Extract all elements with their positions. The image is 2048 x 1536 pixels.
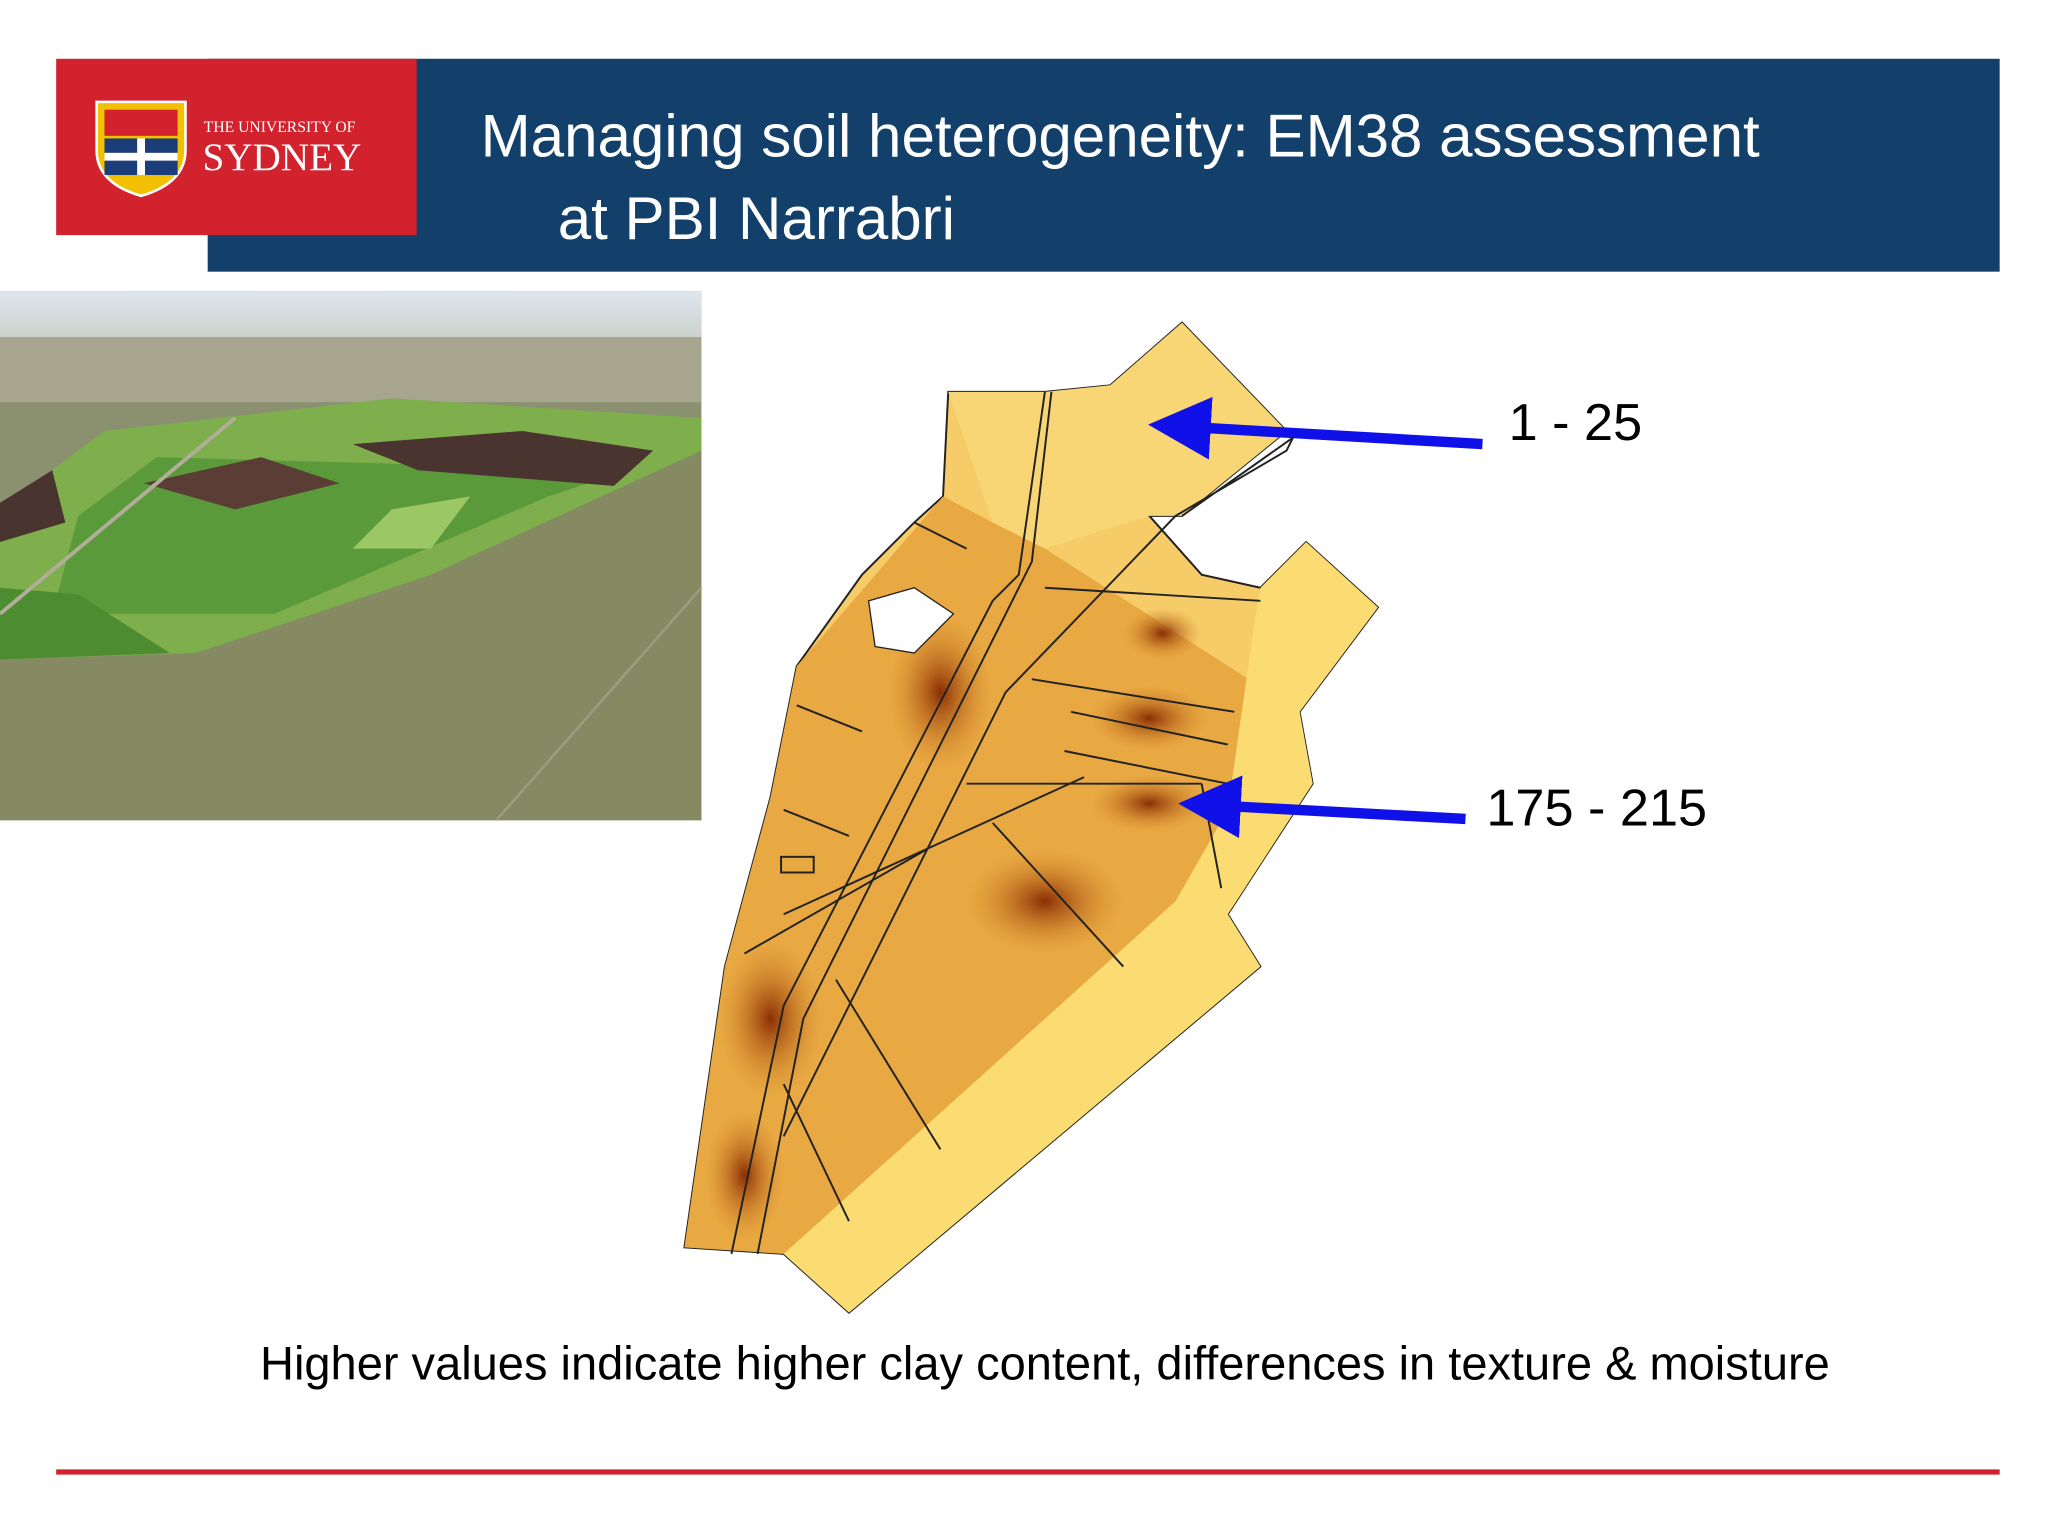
em38-map bbox=[683, 321, 1380, 1314]
logo-line1: THE UNIVERSITY OF bbox=[204, 119, 356, 136]
logo-crest bbox=[95, 100, 187, 198]
title-bar bbox=[207, 58, 2000, 272]
logo-line2: SYDNEY bbox=[202, 136, 361, 179]
title-line: at PBI Narrabri bbox=[558, 185, 955, 252]
map-label: 175 - 215 bbox=[1486, 779, 1707, 837]
title-line: Managing soil heterogeneity: EM38 assess… bbox=[481, 103, 1760, 170]
footer-rule bbox=[56, 1469, 2000, 1475]
aerial-photo bbox=[0, 291, 703, 822]
map-label: 1 - 25 bbox=[1509, 394, 1643, 452]
arrow bbox=[1148, 396, 1483, 460]
arrow bbox=[1178, 775, 1466, 839]
caption: Higher values indicate higher clay conte… bbox=[260, 1336, 1830, 1389]
